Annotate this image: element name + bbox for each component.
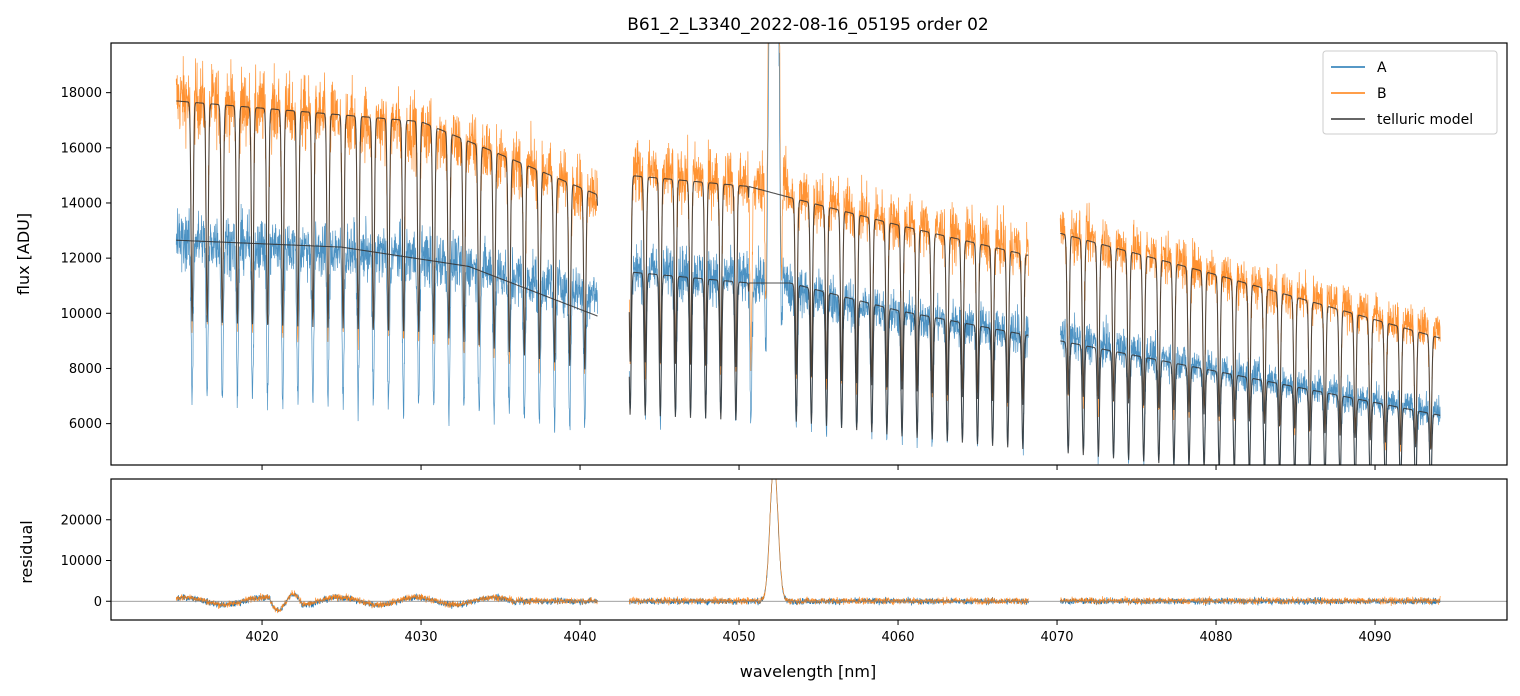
chart-title: B61_2_L3340_2022-08-16_05195 order 02 bbox=[627, 15, 989, 35]
telluric-model-line bbox=[176, 239, 598, 317]
legend-label-b: B bbox=[1377, 86, 1387, 102]
telluric-model-line bbox=[1060, 340, 1441, 465]
flux-y-tick-label: 12000 bbox=[61, 252, 102, 267]
telluric-model-line bbox=[176, 100, 599, 370]
x-tick-label: 4040 bbox=[563, 630, 596, 645]
flux-y-tick-label: 18000 bbox=[61, 86, 102, 101]
residual-axis-label: residual bbox=[17, 520, 36, 583]
flux-y-tick-label: 6000 bbox=[69, 417, 102, 432]
telluric-model-line bbox=[628, 271, 1029, 450]
residual-panel-frame bbox=[110, 478, 1508, 621]
x-tick-label: 4050 bbox=[722, 630, 755, 645]
x-tick-label: 4080 bbox=[1199, 630, 1232, 645]
x-axis-label: wavelength [nm] bbox=[740, 662, 877, 681]
flux-y-tick-label: 8000 bbox=[69, 362, 102, 377]
legend: A B telluric model bbox=[1322, 50, 1498, 135]
flux-y-tick-label: 14000 bbox=[61, 196, 102, 211]
residual-y-tick-label: 0 bbox=[94, 595, 102, 610]
telluric-model-line bbox=[628, 175, 1029, 405]
residual-b-line bbox=[175, 479, 1441, 614]
residual-y-tick-label: 10000 bbox=[61, 554, 102, 569]
flux-axis-label: flux [ADU] bbox=[14, 213, 33, 295]
residual-a-line bbox=[176, 479, 1441, 613]
x-tick-label: 4020 bbox=[246, 630, 279, 645]
x-tick-label: 4070 bbox=[1040, 630, 1073, 645]
x-tick-label: 4060 bbox=[881, 630, 914, 645]
residual-y-tick-label: 20000 bbox=[61, 513, 102, 528]
telluric-model-line bbox=[1060, 232, 1441, 450]
flux-y-tick-label: 16000 bbox=[61, 141, 102, 156]
x-tick-label: 4030 bbox=[404, 630, 437, 645]
flux-panel: 6000 8000 10000 12000 14000 16000 18000 flux [… bbox=[14, 42, 1508, 470]
legend-label-a: A bbox=[1377, 60, 1387, 76]
residual-panel: 0 10000 20000 4020 4030 4040 4050 4060 4070 4080… bbox=[17, 478, 1508, 645]
flux-y-tick-label: 10000 bbox=[61, 307, 102, 322]
legend-box bbox=[1322, 50, 1498, 135]
legend-label-model: telluric model bbox=[1377, 112, 1473, 128]
flux-panel-frame bbox=[110, 42, 1508, 466]
x-tick-label: 4090 bbox=[1358, 630, 1391, 645]
